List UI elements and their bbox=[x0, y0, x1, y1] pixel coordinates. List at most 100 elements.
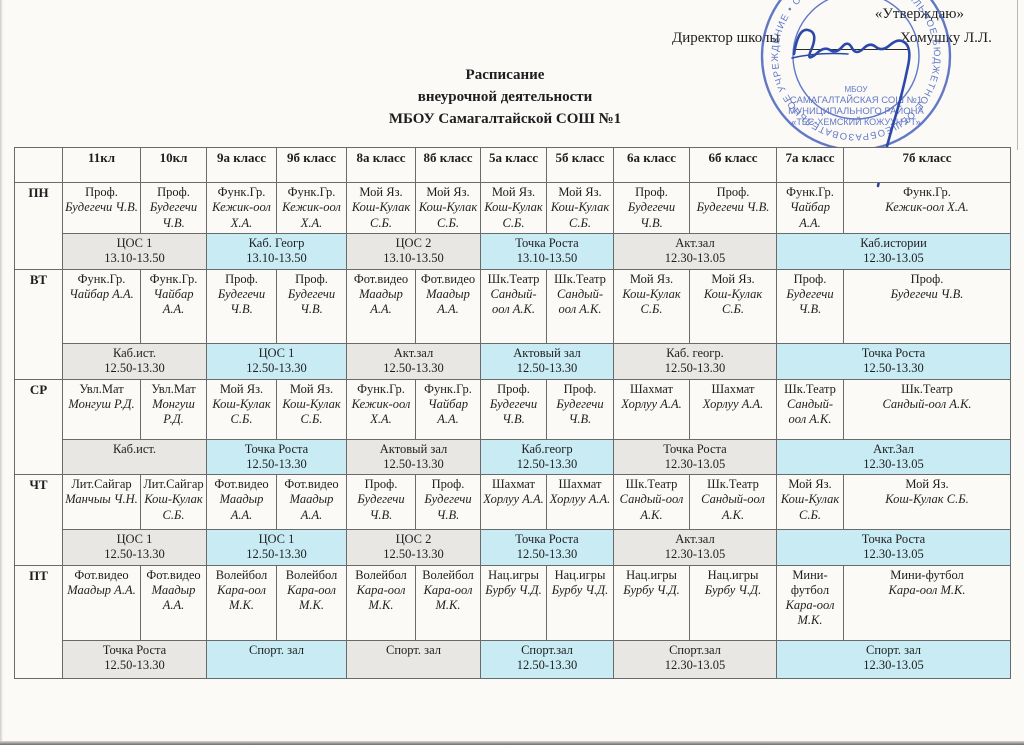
activity-teacher: Бурбу Ч.Д. bbox=[623, 582, 680, 597]
scan-edge-left bbox=[0, 0, 3, 745]
activity-subject: Волейбол bbox=[355, 567, 407, 582]
activity-teacher: Кежик-оол Х.А. bbox=[282, 200, 341, 230]
activity-teacher: Хорлуу А.А. bbox=[483, 492, 544, 507]
activity-teacher: Кош-Кулак С.Б. bbox=[418, 200, 478, 230]
stamp-center-4: «ТЕС-ХЕМСКИЙ КОЖУУН РТ» bbox=[791, 116, 920, 127]
activity-teacher: Будегечи Ч.В. bbox=[149, 200, 198, 230]
activity-cell: Функ.Гр. Кежик-оол Х.А. bbox=[346, 378, 416, 440]
activity-cell: Функ.Гр. Чайбар А.А. bbox=[776, 182, 844, 234]
activity-cell: Проф. Будегечи Ч.В. bbox=[776, 268, 844, 344]
activity-teacher: Кара-оол М.К. bbox=[888, 582, 966, 597]
location-cell: Спорт. зал bbox=[206, 639, 347, 679]
activity-row: ПН Проф. Будегечи Ч.В. Проф. Будегечи Ч.В. Фу… bbox=[14, 182, 1011, 270]
location-cell: ЦОС 1 13.10-13.50 bbox=[62, 233, 207, 270]
activity-teacher: Монгуш Р.Д. bbox=[152, 396, 195, 426]
activity-teacher: Чайбар А.А. bbox=[153, 286, 194, 316]
director-name: Хомушку Л.Л. bbox=[900, 30, 992, 46]
activity-teacher: Кош-Кулак С.Б. bbox=[282, 396, 341, 426]
activity-cell: Нац.игры Бурбу Ч.Д. bbox=[689, 564, 777, 641]
activity-teacher: Чайбар А.А. bbox=[428, 396, 468, 426]
location-place: Акт.зал bbox=[675, 236, 715, 250]
page-title: Расписание внеурочной деятельности МБОУ … bbox=[0, 64, 1010, 130]
header-row: 11кл 10кл 9а класс 9б класс 8а класс 8б класс… bbox=[14, 147, 1011, 183]
location-time: 12.50-13.30 bbox=[383, 360, 444, 375]
activity-cell: Проф. Будегечи Ч.В. bbox=[346, 474, 416, 530]
activity-cell: Шк.Театр Сандый-оол А.К. bbox=[776, 378, 844, 440]
corner-cell bbox=[14, 147, 63, 183]
location-cell: Спорт.зал 12.30-13.05 bbox=[613, 639, 777, 679]
location-place: Каб.ист. bbox=[112, 345, 157, 360]
activity-teacher: Бурбу Ч.Д. bbox=[551, 582, 609, 597]
activity-subject: Функ.Гр. bbox=[424, 381, 472, 396]
location-place: Актовый зал bbox=[513, 345, 581, 360]
activity-teacher: Маадыр А.А. bbox=[219, 492, 264, 522]
column-header: 8а класс bbox=[346, 147, 416, 183]
activity-subject: Мой Яз. bbox=[558, 185, 602, 199]
location-time: 12.30-13.05 bbox=[863, 657, 924, 672]
activity-teacher: Маадыр А.А. bbox=[67, 582, 136, 597]
location-place: Акт.зал bbox=[675, 532, 715, 546]
location-cell: ЦОС 1 12.50-13.30 bbox=[206, 342, 347, 380]
location-time: 12.50-13.30 bbox=[516, 456, 578, 471]
activity-subject: Проф. bbox=[225, 271, 258, 286]
location-place: Каб.истории bbox=[860, 236, 927, 250]
activity-teacher: Кара-оол М.К. bbox=[356, 582, 406, 612]
location-place: Спорт.зал bbox=[669, 642, 721, 657]
scan-edge-right bbox=[1017, 0, 1018, 150]
location-cell: Спорт. зал 12.30-13.05 bbox=[776, 639, 1011, 679]
activity-cell: Волейбол Кара-оол М.К. bbox=[415, 564, 481, 641]
activity-cell: Мой Яз. Кош-Кулак С.Б. bbox=[546, 182, 614, 234]
location-time: 12.50-13.30 bbox=[246, 547, 307, 562]
column-header: 11кл bbox=[62, 147, 141, 183]
activity-subject: Нац.игры bbox=[626, 567, 677, 582]
location-time: 12.30-13.05 bbox=[863, 547, 924, 562]
activity-subject: Проф. bbox=[295, 271, 328, 286]
location-cell: Точка Роста 12.50-13.30 bbox=[480, 529, 614, 566]
location-place: Каб. геогр. bbox=[666, 345, 724, 360]
stamp-center-2: САМАГАЛТАЙСКАЯ СОШ №1 bbox=[790, 94, 922, 106]
column-header: 9б класс bbox=[276, 147, 347, 183]
activity-subject: Шк.Театр bbox=[554, 271, 606, 286]
location-cell: Каб. геогр. 12.50-13.30 bbox=[613, 342, 777, 380]
activity-cell: Волейбол Кара-оол М.К. bbox=[206, 564, 277, 641]
activity-subject: Проф. bbox=[497, 381, 530, 396]
location-cell: ЦОС 1 12.50-13.30 bbox=[62, 529, 207, 566]
activity-teacher: Маадыр А.А. bbox=[151, 582, 196, 612]
activity-teacher: Будегечи Ч.В. bbox=[65, 200, 138, 215]
day-label: ПТ bbox=[14, 564, 63, 679]
activity-cell: Функ.Гр. Кежик-оол Х.А. bbox=[843, 182, 1011, 234]
school-stamp: МУНИЦИПАЛЬНОЕ БЮДЖЕТНОЕ ОБЩЕОБРАЗОВАТЕЛЬ… bbox=[758, 0, 952, 152]
activity-teacher: Кош-Кулак С.Б. bbox=[780, 492, 840, 522]
activity-subject: Проф. bbox=[364, 477, 398, 491]
activity-teacher: Кежик-оол Х.А. bbox=[351, 396, 411, 426]
activity-cell: Шахмат Хорлуу А.А. bbox=[546, 474, 614, 530]
location-time: 12.50-13.30 bbox=[383, 456, 444, 471]
activity-teacher: Кош-Кулак С.Б. bbox=[885, 492, 969, 507]
activity-teacher: Кош-Кулак С.Б. bbox=[550, 200, 610, 230]
column-header: 5б класс bbox=[546, 147, 614, 183]
activity-subject: Мой Яз. bbox=[491, 185, 536, 199]
activity-cell: Мой Яз. Кош-Кулак С.Б. bbox=[346, 182, 416, 234]
location-place: Каб. Геогр bbox=[248, 236, 305, 250]
activity-subject: Мой Яз. bbox=[629, 271, 674, 286]
location-cell: Каб.ист. 12.50-13.30 bbox=[62, 342, 207, 380]
location-time: 12.50-13.30 bbox=[516, 657, 578, 672]
location-time: 12.50-13.30 bbox=[104, 547, 165, 562]
director-signature bbox=[791, 28, 911, 188]
location-row: Каб.ист. 12.50-13.30 ЦОС 1 12.50-13.30 Акт.з… bbox=[15, 342, 1011, 380]
location-time: 12.50-13.30 bbox=[516, 547, 578, 562]
location-time: 12.50-13.30 bbox=[383, 547, 444, 562]
activity-teacher: Будегечи Ч.В. bbox=[556, 396, 604, 426]
activity-subject: Мой Яз. bbox=[711, 271, 755, 286]
activity-cell: Мой Яз. Кош-Кулак С.Б. bbox=[843, 474, 1011, 530]
activity-subject: Мини-футбол bbox=[790, 567, 830, 597]
activity-cell: Шахмат Хорлуу А.А. bbox=[480, 474, 547, 530]
activity-subject: Шк.Театр bbox=[625, 477, 678, 491]
location-time: 12.50-13.30 bbox=[104, 360, 165, 375]
location-place: Спорт. зал bbox=[866, 642, 921, 657]
location-time: 12.30-13.05 bbox=[664, 456, 726, 471]
day-label: ПН bbox=[14, 182, 63, 270]
column-header: 8б класс bbox=[415, 147, 481, 183]
activity-subject: Волейбол bbox=[215, 567, 268, 582]
activity-cell: Мой Яз. Кош-Кулак С.Б. bbox=[276, 378, 347, 440]
